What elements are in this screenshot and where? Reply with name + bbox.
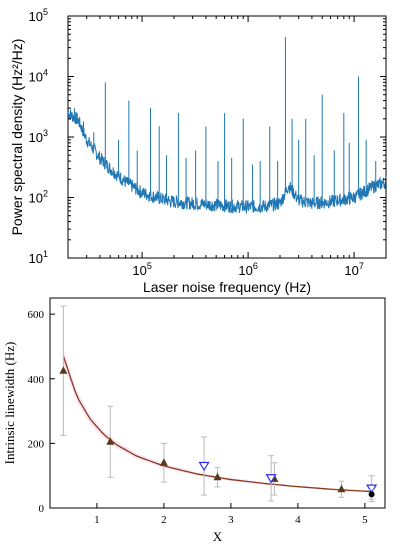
psd-x-tick-label: 107 (344, 261, 363, 278)
linewidth-y-tick-label: 400 (28, 374, 45, 386)
psd-trace (67, 109, 387, 215)
triangle-up-marker (59, 366, 68, 374)
linewidth-y-axis-label: Intrinsic linewidth (Hz) (2, 342, 17, 465)
psd-chart: 105 106 107 101 102 103 104 105 Laser noise fre… (9, 7, 387, 295)
linewidth-y-tick-label: 0 (39, 503, 45, 515)
psd-y-tick-label: 101 (29, 249, 48, 266)
linewidth-y-tick-label: 200 (28, 438, 45, 450)
psd-y-tick-label: 104 (29, 68, 48, 85)
linewidth-confidence-band (63, 348, 372, 493)
psd-axes: 105 106 107 101 102 103 104 105 (29, 7, 387, 278)
linewidth-plot-area (49, 297, 386, 509)
linewidth-y-tick-label: 600 (28, 309, 45, 321)
linewidth-x-tick-label: 2 (161, 514, 167, 526)
linewidth-x-tick-label: 3 (228, 514, 234, 526)
triangle-up-marker (159, 458, 168, 466)
psd-x-tick-label: 105 (132, 261, 151, 278)
fit-band (63, 348, 372, 493)
circle-marker (368, 491, 375, 498)
psd-x-axis-label: Laser noise frequency (Hz) (143, 279, 311, 295)
psd-y-tick-label: 102 (29, 189, 48, 206)
psd-plot-area (67, 15, 387, 259)
psd-x-tick-label: 106 (238, 261, 257, 278)
triangle-up-marker (106, 437, 115, 445)
linewidth-x-tick-label: 4 (295, 514, 301, 526)
psd-series (67, 36, 387, 215)
triangle-up-marker (213, 472, 222, 481)
triangle-down-marker (265, 474, 277, 484)
linewidth-series (59, 305, 378, 503)
psd-y-axis-label: Power spectral density (Hz²/Hz) (9, 39, 25, 236)
linewidth-x-tick-label: 1 (94, 514, 100, 526)
linewidth-x-axis-label: X (213, 529, 223, 544)
linewidth-chart: 1 2 3 4 5 0 200 400 600 X Intrinsic linewidth (H… (2, 297, 386, 544)
linewidth-axes: 1 2 3 4 5 0 200 400 600 (28, 309, 369, 526)
psd-y-tick-label: 105 (29, 7, 48, 24)
linewidth-x-tick-label: 5 (362, 514, 368, 526)
triangle-up-marker (337, 484, 346, 493)
triangle-down-marker (198, 461, 210, 472)
psd-y-tick-label: 103 (29, 128, 48, 145)
triangle-down-marker (366, 484, 378, 494)
